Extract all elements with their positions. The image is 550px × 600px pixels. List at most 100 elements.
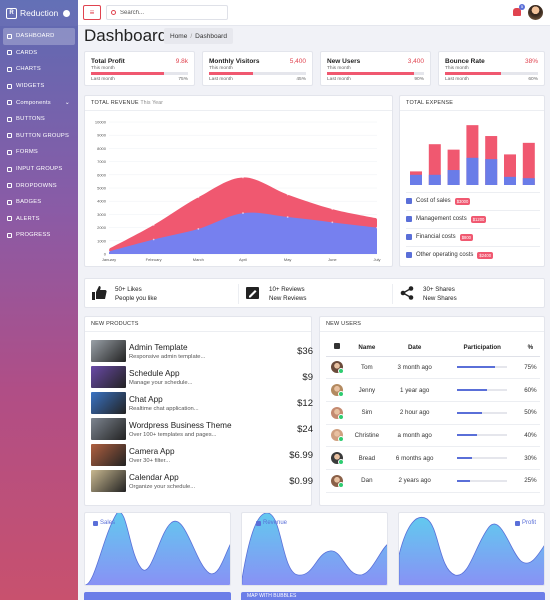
bell-icon[interactable] [513,8,521,16]
stat-progress-bar [91,72,188,75]
product-description: Over 30+ filter... [129,457,171,464]
edit-icon [245,286,261,302]
x-tick-label: June [328,257,337,262]
product-item[interactable]: Wordpress Business Theme Over 100+ templa… [91,416,313,442]
revenue-card: TOTAL REVENUE This Year 0 1000 2000 3000 400… [84,95,393,267]
sidebar-item-charts[interactable]: CHARTS [0,61,78,78]
y-tick-label: 5000 [97,186,107,191]
expense-bar-blue[interactable] [504,176,516,185]
sidebar-item-cards[interactable]: CARDS [0,45,78,62]
data-point[interactable] [108,247,110,250]
product-description: Responsive admin template... [129,353,206,360]
product-item[interactable]: Calendar App Organize your schedule... $0.… [91,468,313,494]
info-item[interactable]: 30+ Shares New Shares [399,279,457,309]
expense-bar-blue[interactable] [410,174,422,185]
stat-percent: 60% [528,77,538,82]
y-tick-label: 9000 [97,133,107,138]
user-avatar [331,474,344,488]
brand-logo: R [6,7,17,19]
menu-toggle-button[interactable]: ≡ [83,5,101,20]
product-name: Admin Template [129,342,188,352]
search-box[interactable] [106,5,228,20]
sidebar-item-widgets[interactable]: WIDGETS [0,78,78,95]
data-point[interactable] [286,216,289,218]
product-item[interactable]: Admin Template Responsive admin template.… [91,338,313,364]
sidebar-item-badges[interactable]: BADGES [0,194,78,211]
stat-percent: 45% [296,77,306,82]
stat-title: New Users [327,58,361,65]
table-row[interactable]: Dan 2 years ago 25% [326,469,540,493]
x-tick-label: March [193,257,204,262]
data-point[interactable] [152,224,155,226]
expense-bar-blue[interactable] [485,159,498,185]
nav-icon [7,116,12,122]
expense-bar-blue[interactable] [428,174,441,185]
stat-subtitle: This month [327,66,351,71]
table-row[interactable]: Sim 2 hour ago 50% [326,401,540,425]
sidebar-item-dashboard[interactable]: DASHBOARD [3,28,75,45]
expense-bar-red[interactable] [522,142,535,185]
sidebar: R Reduction DASHBOARD CARDS CHARTS WIDGETS C… [0,0,78,600]
data-point[interactable] [197,228,200,230]
data-point[interactable] [286,193,289,196]
table-row[interactable]: Bread 6 months ago 30% [326,446,540,470]
user-avatar[interactable] [528,5,543,20]
expense-bar-blue[interactable] [522,178,535,185]
data-point[interactable] [108,250,110,253]
table-row[interactable]: Tom 3 month ago 75% [326,356,540,380]
stat-subtitle: This month [445,66,469,71]
sidebar-item-label: DASHBOARD [16,33,55,40]
data-point[interactable] [376,226,378,229]
sidebar-item-button-groups[interactable]: BUTTON GROUPS [0,128,78,145]
product-item[interactable]: Chat App Realtime chat application... $12 [91,390,313,416]
product-item[interactable]: Camera App Over 30+ filter... $6.99 [91,442,313,468]
user-date: 2 years ago [385,469,444,493]
product-name: Wordpress Business Theme [129,420,232,430]
sidebar-item-components[interactable]: Components ⌄ [0,94,78,111]
sidebar-item-progress[interactable]: PROGRESS [0,227,78,244]
data-point[interactable] [376,217,378,220]
x-tick-label: January [102,257,116,262]
data-point[interactable] [242,212,244,214]
sidebar-item-alerts[interactable]: ALERTS [0,211,78,228]
expense-item[interactable]: Other operating costs $2400 [406,246,540,263]
search-input[interactable] [120,9,220,16]
data-point[interactable] [331,208,334,211]
nav-icon [7,199,12,205]
sidebar-item-dropdowns[interactable]: DROPDOWNS [0,177,78,194]
page-title: Dashboard [84,26,168,45]
breadcrumb-home[interactable]: Home [170,32,188,40]
y-tick-label: 3000 [97,212,107,217]
product-item[interactable]: Schedule App Manage your schedule... $9 [91,364,313,390]
products-card: NEW PRODUCTS Admin Template Responsive ad… [84,316,313,506]
info-item[interactable]: 10+ Reviews New Reviews [245,279,306,309]
data-point[interactable] [152,238,155,241]
data-point[interactable] [197,196,200,199]
data-point[interactable] [331,221,334,224]
y-tick-label: 7000 [97,159,107,164]
column-header: Date [385,339,444,357]
brand[interactable]: R Reduction [0,0,78,26]
expense-item[interactable]: Financial costs $800 [406,228,540,245]
expense-item[interactable]: Management costs $1200 [406,210,540,227]
search-icon [111,10,116,15]
x-tick-label: May [284,257,292,262]
info-item[interactable]: 50+ Likes People you like [91,279,157,309]
sidebar-item-forms[interactable]: FORMS [0,144,78,161]
expense-label: Financial costs [416,234,456,240]
table-row[interactable]: Jenny 1 year ago 60% [326,378,540,402]
expense-bar-blue[interactable] [466,157,479,185]
stat-progress-bar [327,72,424,75]
github-icon[interactable] [63,9,71,17]
sidebar-item-label: DROPDOWNS [16,182,57,189]
sidebar-item-buttons[interactable]: BUTTONS [0,111,78,128]
expense-bar-blue[interactable] [447,170,460,185]
sidebar-item-label: INPUT GROUPS [16,166,63,173]
sidebar-item-input-groups[interactable]: INPUT GROUPS [0,161,78,178]
wave-card-revenue: Revenue [241,512,388,586]
expense-amount-badge: $800 [459,233,474,241]
data-point[interactable] [242,176,244,179]
x-tick-label: July [373,257,380,262]
expense-item[interactable]: Cost of sales $3000 [406,192,540,209]
table-row[interactable]: Christine a month ago 40% [326,424,540,448]
